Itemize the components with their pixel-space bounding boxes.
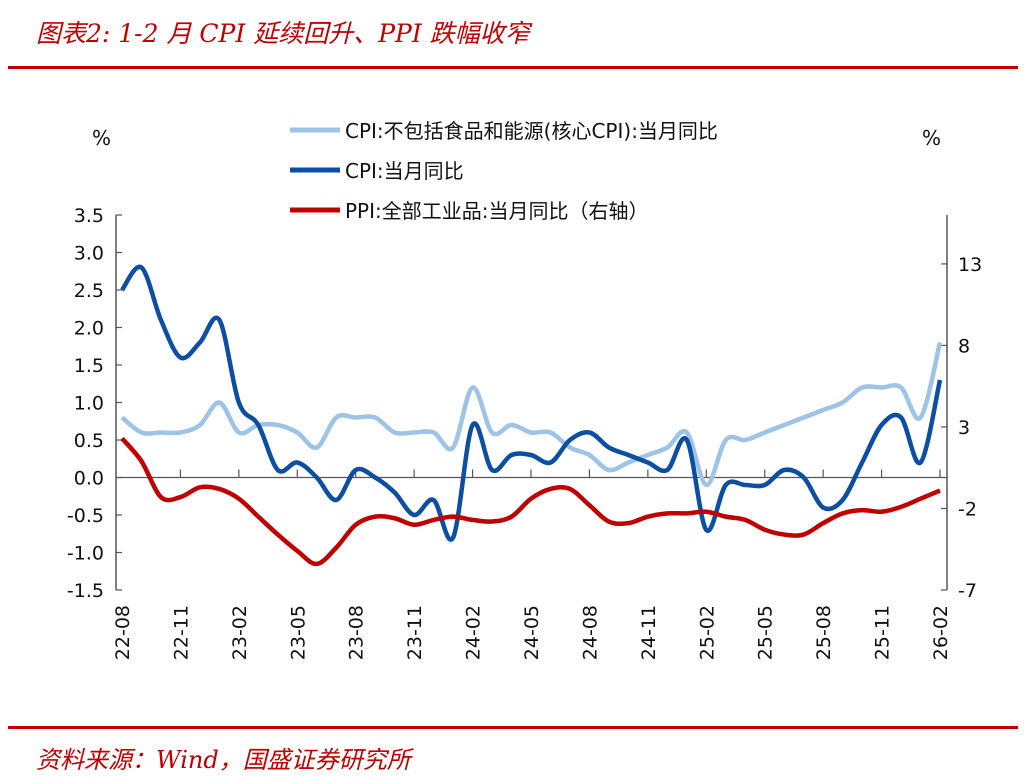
left-unit-label: % — [92, 126, 111, 150]
left-tick-label: -1.0 — [67, 543, 104, 565]
source-note: 资料来源：Wind，国盛证券研究所 — [36, 746, 411, 774]
left-tick-label: 3.0 — [74, 243, 104, 265]
left-tick-label: 1.5 — [74, 355, 104, 377]
series-line-2 — [120, 436, 941, 567]
right-tick-label: 13 — [958, 254, 982, 276]
x-tick-label: 24-05 — [521, 605, 543, 660]
right-tick-label: -7 — [958, 580, 977, 602]
left-tick-label: 2.0 — [74, 318, 104, 340]
left-tick-label: -0.5 — [67, 505, 104, 527]
x-tick-label: 24-11 — [638, 605, 660, 660]
right-unit-label: % — [922, 126, 941, 150]
x-tick-label: 22-11 — [170, 605, 192, 660]
x-tick-label: 22-08 — [112, 605, 134, 660]
x-tick-label: 24-02 — [463, 605, 485, 660]
title-divider — [8, 66, 1018, 69]
series-line-1 — [120, 264, 943, 542]
footer-divider — [8, 726, 1018, 729]
legend-label-1: CPI:当月同比 — [345, 159, 464, 183]
x-tick-label: 26-02 — [930, 605, 952, 660]
x-tick-label: 23-05 — [287, 605, 309, 660]
left-tick-label: 3.5 — [74, 205, 104, 227]
right-tick-label: 3 — [958, 417, 970, 439]
left-tick-label: 1.0 — [74, 393, 104, 415]
x-tick-label: 23-08 — [346, 605, 368, 660]
x-tick-label: 25-05 — [755, 605, 777, 660]
legend-label-0: CPI:不包括食品和能源(核心CPI):当月同比 — [345, 119, 718, 143]
right-tick-label: -2 — [958, 498, 977, 520]
right-tick-label: 8 — [958, 335, 970, 357]
legend-label-2: PPI:全部工业品:当月同比（右轴） — [345, 199, 649, 223]
x-tick-label: 25-08 — [813, 605, 835, 660]
figure-title: 图表2: 1-2 月 CPI 延续回升、PPI 跌幅收窄 — [36, 19, 530, 48]
x-tick-label: 24-08 — [579, 605, 601, 660]
left-tick-label: -1.5 — [67, 580, 104, 602]
x-tick-label: 25-02 — [696, 605, 718, 660]
x-tick-label: 23-02 — [229, 605, 251, 660]
x-tick-label: 23-11 — [404, 605, 426, 660]
left-tick-label: 2.5 — [74, 280, 104, 302]
x-tick-label: 25-11 — [872, 605, 894, 660]
left-tick-label: 0.0 — [74, 468, 104, 490]
left-tick-label: 0.5 — [74, 430, 104, 452]
